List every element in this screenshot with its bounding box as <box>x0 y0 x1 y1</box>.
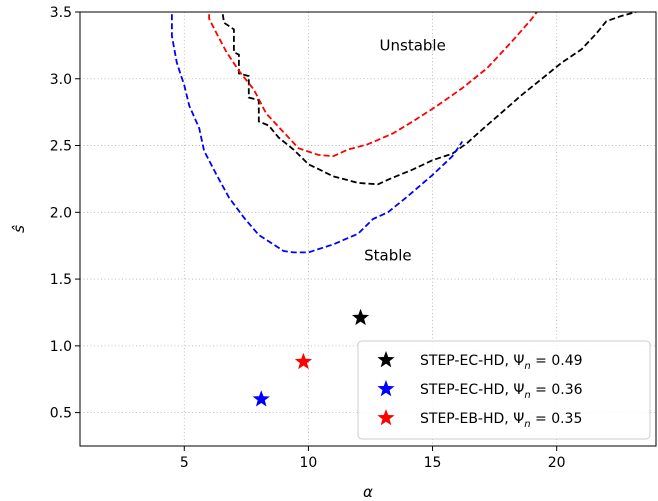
x-tick-label: 10 <box>299 455 317 471</box>
x-tick-label: 5 <box>180 455 189 471</box>
legend-entry-label: STEP-EC-HD, Ψn = 0.36 <box>420 382 583 401</box>
boundary-curves <box>171 12 637 254</box>
data-points <box>252 308 370 407</box>
legend: STEP-EC-HD, Ψn = 0.49 STEP-EC-HD, Ψn = 0.… <box>357 340 651 440</box>
star-marker <box>294 352 313 370</box>
annotations: Unstable Stable <box>364 37 446 265</box>
legend-entry-label: STEP-EB-HD, Ψn = 0.35 <box>420 411 582 430</box>
y-tick-label: 3.0 <box>50 72 72 88</box>
boundary-line <box>171 12 464 254</box>
y-tick-label: 1.0 <box>50 339 72 355</box>
legend-box <box>357 340 651 440</box>
x-axis-label: α <box>363 483 373 501</box>
y-tick-label: 3.5 <box>50 5 72 21</box>
star-marker <box>351 308 370 326</box>
annotation-label: Unstable <box>380 37 446 55</box>
y-axis-label: ŝ <box>10 225 28 233</box>
legend-star-marker <box>377 380 395 397</box>
star-marker <box>252 390 270 407</box>
boundary-line <box>208 12 538 158</box>
legend-entry-label: STEP-EC-HD, Ψn = 0.49 <box>420 353 583 372</box>
y-tick-label: 2.5 <box>50 139 72 155</box>
y-tick-label: 1.5 <box>50 272 72 288</box>
y-tick-label: 0.5 <box>50 406 72 422</box>
annotation-label: Stable <box>364 246 412 264</box>
axis-ticks: 5 10 15 20 0.5 1.0 1.5 2.0 2.5 3.0 3.5 <box>50 5 566 471</box>
y-tick-label: 2.0 <box>50 205 72 221</box>
legend-star-marker <box>377 409 395 426</box>
boundary-line <box>221 12 637 186</box>
legend-star-marker <box>377 351 395 368</box>
x-tick-label: 15 <box>424 455 442 471</box>
x-tick-label: 20 <box>548 455 566 471</box>
plot-frame <box>79 11 657 447</box>
